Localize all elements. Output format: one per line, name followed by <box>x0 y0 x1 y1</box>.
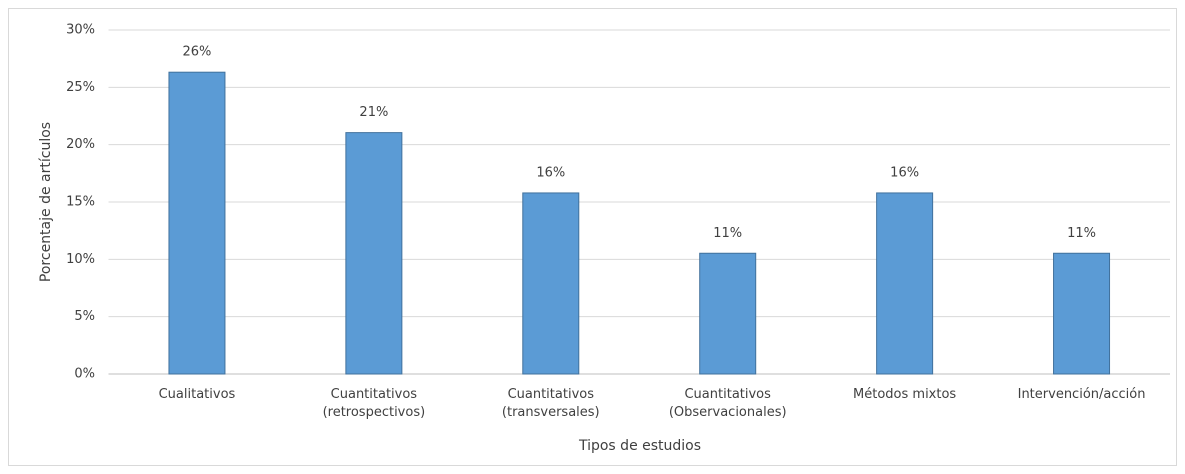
y-tick-label: 20% <box>66 137 95 152</box>
y-tick-label: 10% <box>66 252 95 267</box>
data-label: 16% <box>890 165 919 180</box>
x-tick-label: Intervención/acción <box>1017 387 1146 402</box>
data-label: 11% <box>713 226 742 241</box>
bar <box>168 71 226 375</box>
y-tick-label: 30% <box>66 23 95 38</box>
bar <box>522 192 580 375</box>
bar <box>345 132 403 375</box>
data-label: 26% <box>183 45 212 60</box>
data-label: 16% <box>536 165 565 180</box>
data-label: 21% <box>359 105 388 120</box>
x-tick-label: Cuantitativos (transversales) <box>501 387 600 420</box>
x-tick-label: Métodos mixtos <box>853 387 957 402</box>
bar <box>876 192 934 375</box>
y-tick-label: 5% <box>74 309 95 324</box>
data-label: 11% <box>1067 226 1096 241</box>
x-axis-title: Tipos de estudios <box>578 438 701 454</box>
x-tick-label: Cuantitativos (retrospectivos) <box>322 387 426 420</box>
y-tick-label: 15% <box>66 195 95 210</box>
y-tick-label: 0% <box>74 367 95 382</box>
chart-frame <box>8 8 1177 466</box>
x-tick-label: Cualitativos <box>158 387 236 402</box>
y-axis-title: Porcentaje de artículos <box>38 122 54 282</box>
bar <box>699 252 757 375</box>
y-tick-label: 25% <box>66 80 95 95</box>
bar <box>1053 252 1111 375</box>
x-tick-label: Cuantitativos (Observacionales) <box>668 387 787 420</box>
